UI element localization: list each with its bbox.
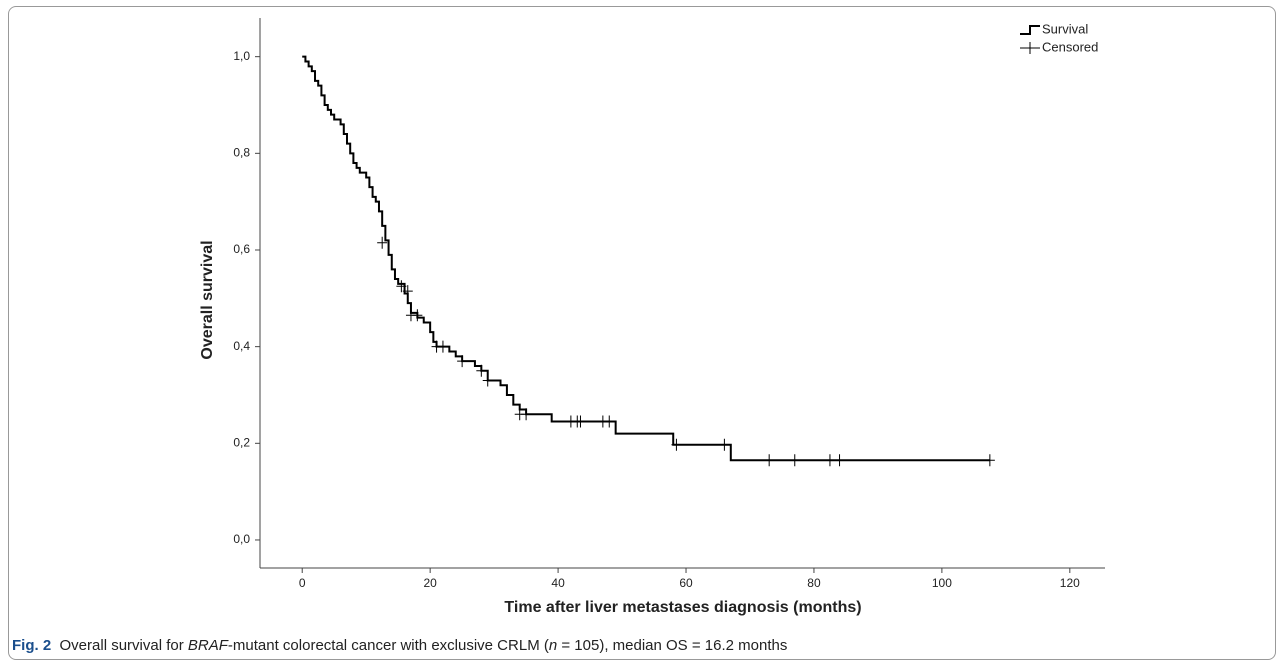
- x-tick-label: 0: [299, 576, 306, 590]
- y-tick-label: 1,0: [233, 49, 250, 63]
- censor-mark: [437, 340, 448, 353]
- legend-symbol: [1020, 42, 1040, 54]
- censor-mark: [671, 438, 682, 451]
- x-tick-label: 120: [1060, 576, 1080, 590]
- legend-label: Survival: [1042, 21, 1088, 36]
- caption-text: Overall survival for: [59, 637, 188, 654]
- x-tick-label: 40: [551, 576, 565, 590]
- censor-mark: [789, 454, 800, 467]
- legend-symbol: [1020, 25, 1040, 35]
- legend-label: Censored: [1042, 39, 1098, 54]
- caption-text: n: [548, 637, 558, 654]
- censor-mark: [984, 454, 995, 467]
- y-tick-label: 0,2: [233, 435, 250, 449]
- censor-mark: [377, 236, 388, 249]
- x-tick-label: 100: [932, 576, 952, 590]
- y-tick-label: 0,4: [233, 339, 250, 353]
- censor-mark: [521, 408, 532, 421]
- censor-mark: [396, 280, 407, 293]
- y-tick-label: 0,8: [233, 145, 250, 159]
- censor-mark: [834, 454, 845, 467]
- x-tick-label: 80: [807, 576, 821, 590]
- survival-line: [302, 55, 990, 462]
- censor-mark: [824, 454, 835, 467]
- censor-mark: [402, 285, 413, 298]
- censor-mark: [482, 374, 493, 387]
- censor-mark: [719, 438, 730, 451]
- censor-mark: [457, 355, 468, 368]
- caption: Fig. 2 Overall survival for BRAF-mutant …: [12, 637, 787, 654]
- censor-mark: [764, 454, 775, 467]
- caption-text: = 105), median OS = 16.2 months: [557, 637, 788, 654]
- figure-frame: [8, 6, 1276, 660]
- x-tick-label: 60: [679, 576, 693, 590]
- censor-mark: [412, 309, 423, 322]
- figure-label: Fig. 2: [12, 637, 52, 654]
- y-tick-label: 0,0: [233, 532, 250, 546]
- y-tick-label: 0,6: [233, 242, 250, 256]
- x-tick-label: 20: [423, 576, 437, 590]
- caption-text: -mutant colorectal cancer with exclusive…: [227, 637, 549, 654]
- censor-mark: [476, 364, 487, 377]
- x-axis-label: Time after liver metastases diagnosis (m…: [504, 599, 861, 616]
- y-axis-label: Overall survival: [199, 240, 216, 359]
- censor-mark: [575, 415, 586, 428]
- censor-mark: [604, 415, 615, 428]
- caption-text: BRAF: [187, 637, 228, 654]
